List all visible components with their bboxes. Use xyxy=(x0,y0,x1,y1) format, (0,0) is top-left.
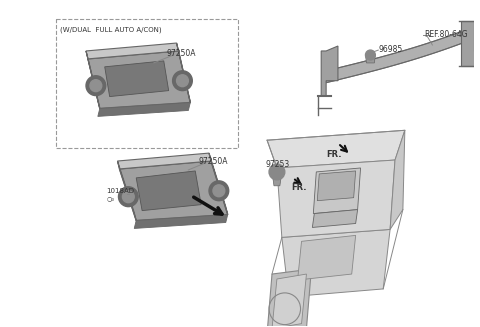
Polygon shape xyxy=(118,161,136,220)
Text: (W/DUAL  FULL AUTO A/CON): (W/DUAL FULL AUTO A/CON) xyxy=(60,26,162,33)
Polygon shape xyxy=(272,274,306,327)
Polygon shape xyxy=(365,55,375,63)
Text: 97253: 97253 xyxy=(265,160,289,169)
Text: 97250A: 97250A xyxy=(198,157,228,166)
Polygon shape xyxy=(136,171,201,211)
Circle shape xyxy=(213,185,225,197)
Text: FR.: FR. xyxy=(292,183,307,192)
Circle shape xyxy=(365,50,375,60)
Text: ○₀: ○₀ xyxy=(107,196,115,201)
Polygon shape xyxy=(277,160,395,237)
Text: 97250A: 97250A xyxy=(167,49,196,58)
Polygon shape xyxy=(98,103,191,116)
Bar xyxy=(56,19,238,148)
Text: 96985: 96985 xyxy=(378,45,403,54)
Circle shape xyxy=(269,164,285,180)
Polygon shape xyxy=(298,235,356,280)
Circle shape xyxy=(119,187,138,207)
Polygon shape xyxy=(177,43,191,103)
Circle shape xyxy=(86,76,106,95)
Polygon shape xyxy=(390,130,405,230)
Polygon shape xyxy=(317,171,356,201)
Circle shape xyxy=(122,191,134,203)
Polygon shape xyxy=(321,46,338,95)
Circle shape xyxy=(209,181,228,201)
Polygon shape xyxy=(118,153,211,169)
Polygon shape xyxy=(282,230,390,297)
Text: 1018AD: 1018AD xyxy=(107,188,135,194)
Polygon shape xyxy=(134,215,228,229)
Polygon shape xyxy=(105,61,168,96)
Polygon shape xyxy=(86,43,179,59)
Text: REF.80-64G: REF.80-64G xyxy=(424,30,468,39)
Polygon shape xyxy=(312,210,358,228)
Polygon shape xyxy=(88,51,191,109)
Polygon shape xyxy=(267,130,405,168)
Polygon shape xyxy=(267,269,312,327)
Circle shape xyxy=(173,71,192,91)
Polygon shape xyxy=(326,29,469,83)
Polygon shape xyxy=(209,153,228,215)
Polygon shape xyxy=(86,51,100,109)
Text: FR.: FR. xyxy=(326,150,342,159)
Circle shape xyxy=(90,80,102,92)
Circle shape xyxy=(177,75,188,87)
Polygon shape xyxy=(120,161,228,220)
Polygon shape xyxy=(461,21,480,66)
Polygon shape xyxy=(273,179,281,186)
Polygon shape xyxy=(313,168,360,214)
